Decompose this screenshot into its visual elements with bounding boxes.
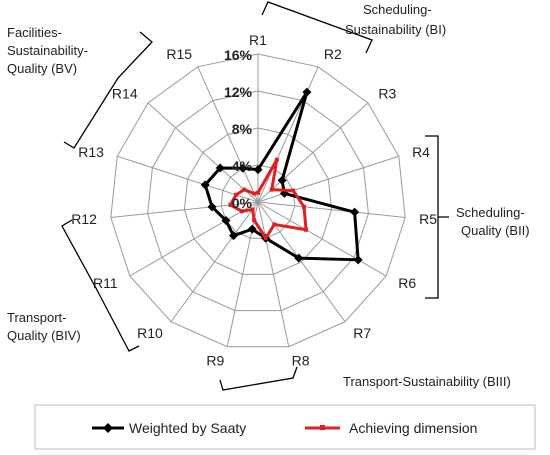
annotation-bv: Facilities- Sustainability- Quality (BV) [7,25,153,149]
category-label-r14: R14 [112,86,138,102]
point-weighted-by-saaty-r13 [200,180,210,190]
annotation-bi-line1: Scheduling- [363,2,432,17]
spoke-r6 [257,201,387,277]
category-label-r8: R8 [292,352,310,368]
spoke-r15 [197,66,259,203]
legend-label-weighted: Weighted by Saaty [129,420,246,436]
category-label-r13: R13 [78,144,104,160]
category-label-r4: R4 [412,144,430,160]
point-achieving-dimension-r13 [234,192,239,197]
annotation-bv-line1: Facilities- [7,25,62,40]
annotation-bii-line2: Quality (BII) [461,223,530,238]
spoke-r3 [257,102,369,203]
legend-marker-weighted [103,423,113,433]
point-achieving-dimension-r3 [269,187,274,192]
point-achieving-dimension-r2 [274,157,279,162]
tick-label-3: 12% [224,84,253,100]
annotation-biv-line2: Quality (BIV) [7,328,81,343]
point-weighted-by-saaty-r6 [353,255,363,265]
spoke-r10 [170,201,259,323]
category-label-r11: R11 [93,275,118,291]
point-weighted-by-saaty-r11 [221,216,231,225]
series-layer [200,87,363,265]
radar-grid [110,53,406,348]
bracket-bi [261,1,373,54]
bracket-biii [219,366,298,391]
bracket-biv [61,219,140,352]
category-label-r1: R1 [249,32,267,48]
point-weighted-by-saaty-r3 [277,175,287,185]
point-weighted-by-saaty-r14 [215,163,225,173]
point-achieving-dimension-r6 [304,227,309,232]
legend: Weighted by Saaty Achieving dimension [34,404,536,450]
point-achieving-dimension-r4 [291,188,296,193]
grid-ring-1 [220,164,296,239]
point-weighted-by-saaty-r5 [350,207,360,217]
tick-label-0: 0% [232,195,253,211]
spoke-r11 [129,201,259,277]
annotation-bi: Scheduling- Sustainability (BI) [261,1,446,54]
annotation-bv-line3: Quality (BV) [7,61,77,76]
tick-label-1: 4% [232,158,253,174]
annotation-bii: Scheduling- Quality (BII) [425,135,530,299]
bracket-bv [63,31,153,149]
series-achieving-dimension [228,157,309,241]
spoke-r7 [257,201,346,323]
point-achieving-dimension-r7 [272,222,277,227]
point-weighted-by-saaty-r10 [229,231,239,241]
point-achieving-dimension-r5 [301,204,306,209]
category-labels: R1 R2 R3 R4 R5 R6 R7 R8 R9 R10 R11 R12 R13 R14 R15 [71,32,437,368]
point-weighted-by-saaty-r2 [302,87,312,97]
grid-ring-3 [147,90,369,312]
tick-label-2: 8% [232,121,253,137]
spoke-r12 [110,201,259,218]
category-label-r3: R3 [378,86,396,102]
series-line-achieving-dimension [228,158,308,240]
spoke-r8 [257,201,290,347]
bracket-bii [425,135,449,299]
spoke-r14 [147,102,259,203]
category-label-r6: R6 [398,275,416,291]
point-weighted-by-saaty-r12 [207,202,217,212]
series-line-weighted-by-saaty [203,90,360,262]
grid-ring-2 [183,127,333,275]
category-label-r10: R10 [137,325,163,341]
annotation-bv-line2: Sustainability- [7,43,88,58]
category-label-r15: R15 [166,46,192,62]
annotation-biii: Transport-Sustainability (BIII) [219,366,511,391]
legend-marker-achieving [320,425,325,430]
annotation-biv: Transport- Quality (BIV) [7,219,140,352]
point-achieving-dimension-r10 [250,207,255,212]
legend-label-achieving: Achieving dimension [349,420,477,436]
tick-label-4: 16% [224,47,253,63]
point-achieving-dimension-r1 [256,190,260,195]
radial-tick-labels: 0% 4% 8% 12% 16% [224,47,253,211]
point-achieving-dimension-r12 [228,202,233,207]
point-weighted-by-saaty-r15 [238,163,248,173]
legend-entry-weighted: Weighted by Saaty [92,420,246,436]
category-label-r9: R9 [206,352,224,368]
annotation-bii-line1: Scheduling- [456,205,525,220]
category-label-r2: R2 [324,46,342,62]
point-weighted-by-saaty-r1 [253,165,263,175]
point-weighted-by-saaty-r9 [247,224,257,234]
spoke-r5 [257,201,406,218]
point-weighted-by-saaty-r7 [294,253,304,263]
category-label-r5: R5 [419,211,437,227]
point-achieving-dimension-r8 [263,236,268,241]
grid-ring-4 [110,53,406,348]
annotation-biii-line1: Transport-Sustainability (BIII) [343,374,511,389]
point-achieving-dimension-r9 [252,218,257,223]
annotation-biv-line1: Transport- [7,310,66,325]
legend-entry-achieving: Achieving dimension [305,420,477,436]
point-achieving-dimension-r14 [242,187,247,192]
point-achieving-dimension-r11 [239,209,244,214]
annotation-bi-line2: Sustainability (BI) [345,22,446,37]
point-achieving-dimension-r15 [252,191,257,196]
category-label-r7: R7 [353,325,371,341]
category-label-r12: R12 [71,211,97,227]
